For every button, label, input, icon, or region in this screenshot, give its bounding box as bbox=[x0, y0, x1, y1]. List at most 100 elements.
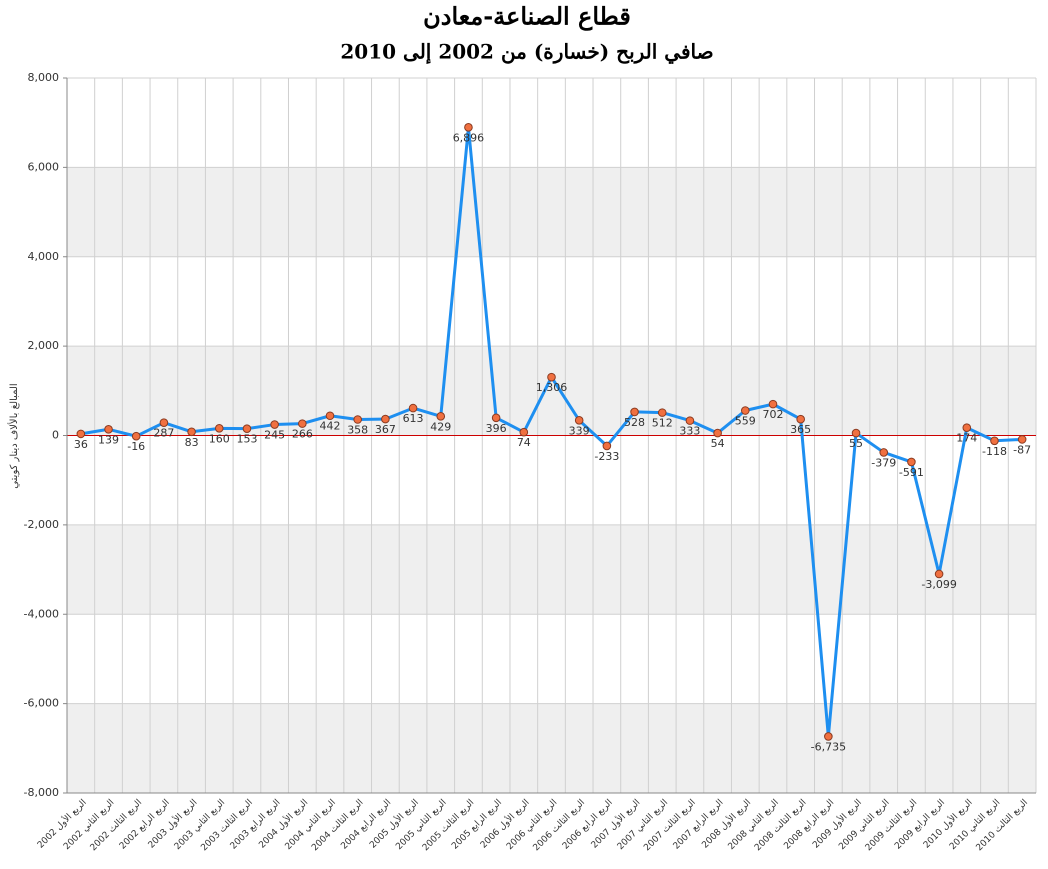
data-point bbox=[242, 424, 252, 433]
x-tick-label: الربع الأول 2009 bbox=[810, 796, 864, 850]
data-label: 55 bbox=[849, 437, 863, 450]
data-point bbox=[187, 427, 196, 437]
x-tick-label: الربع الثالث 2010 bbox=[975, 798, 1030, 853]
data-point bbox=[270, 420, 279, 429]
data-point bbox=[131, 431, 141, 441]
data-label: -379 bbox=[871, 456, 896, 469]
y-tick-label: 8,000 bbox=[28, 71, 60, 84]
data-label: 36 bbox=[74, 438, 88, 451]
data-point bbox=[990, 436, 999, 446]
data-label: -6,735 bbox=[811, 740, 846, 753]
x-tick-label: الربع الأول 2006 bbox=[477, 796, 531, 850]
data-point bbox=[574, 416, 584, 425]
y-tick-label: 0 bbox=[52, 429, 59, 442]
data-label: 396 bbox=[486, 422, 507, 435]
data-point bbox=[298, 419, 307, 428]
data-point bbox=[934, 569, 944, 579]
x-tick-label: الربع الثاني 2005 bbox=[394, 798, 448, 852]
x-tick-label: الربع الثاني 2003 bbox=[173, 798, 227, 852]
data-label: -233 bbox=[594, 450, 619, 463]
data-point bbox=[879, 448, 889, 457]
data-label: 429 bbox=[430, 420, 451, 433]
data-label: -3,099 bbox=[921, 578, 956, 591]
y-tick-label: -6,000 bbox=[24, 697, 59, 710]
data-point bbox=[436, 412, 446, 421]
x-tick-label: الربع الأول 2007 bbox=[588, 796, 642, 850]
data-label: 6,896 bbox=[453, 131, 485, 144]
data-point bbox=[325, 411, 335, 421]
data-point bbox=[491, 413, 501, 423]
data-label: 333 bbox=[679, 425, 700, 438]
y-axis-label: المبالغ بالألاف دينار كويتي bbox=[7, 383, 20, 488]
data-point bbox=[768, 399, 778, 409]
data-label: 613 bbox=[403, 412, 424, 425]
x-tick-label: الربع الأول 2008 bbox=[699, 796, 753, 850]
y-tick-label: -8,000 bbox=[24, 786, 59, 799]
y-tick-label: 2,000 bbox=[28, 339, 60, 352]
x-tick-label: الربع الرابع 2009 bbox=[893, 798, 947, 852]
data-label: 512 bbox=[652, 417, 673, 430]
data-label: 528 bbox=[624, 416, 645, 429]
chart-title: قطاع الصناعة-معادن bbox=[423, 2, 631, 32]
data-point bbox=[741, 406, 750, 415]
data-label: 365 bbox=[790, 423, 811, 436]
grid-band bbox=[67, 346, 1036, 436]
x-tick-label: الربع الثاني 2008 bbox=[727, 798, 781, 852]
data-label: 174 bbox=[956, 432, 977, 445]
x-tick-label: الربع الثاني 2009 bbox=[837, 798, 891, 852]
data-point bbox=[962, 423, 972, 433]
y-tick-label: 4,000 bbox=[28, 250, 60, 263]
data-point bbox=[907, 457, 916, 467]
grid-band bbox=[67, 703, 1036, 793]
x-tick-label: الربع الأول 2004 bbox=[256, 796, 310, 850]
data-label: 287 bbox=[153, 427, 174, 440]
x-tick-label: الربع الأول 2003 bbox=[145, 796, 199, 850]
data-label: 153 bbox=[236, 433, 257, 446]
data-label: 74 bbox=[517, 436, 531, 449]
data-point bbox=[464, 123, 473, 132]
data-label: 358 bbox=[347, 424, 368, 437]
y-tick-label: 6,000 bbox=[28, 160, 60, 173]
data-label: 367 bbox=[375, 423, 396, 436]
x-tick-label: الربع الأول 2005 bbox=[367, 796, 421, 850]
x-tick-label: الربع الثاني 2006 bbox=[505, 798, 559, 852]
data-label: 559 bbox=[735, 415, 756, 428]
data-label: -591 bbox=[899, 466, 924, 479]
y-tick-label: -4,000 bbox=[24, 607, 59, 620]
grid-band bbox=[67, 524, 1036, 615]
data-point bbox=[796, 414, 805, 424]
data-point bbox=[381, 414, 390, 424]
x-tick-label: الربع الرابع 2005 bbox=[450, 798, 504, 852]
data-point bbox=[408, 403, 418, 413]
data-label: 83 bbox=[185, 436, 199, 449]
x-tick-label: الربع الثاني 2007 bbox=[616, 798, 670, 852]
x-tick-label: الربع الرابع 2007 bbox=[672, 798, 726, 852]
data-label: 54 bbox=[711, 437, 725, 450]
data-point bbox=[1017, 435, 1027, 444]
data-label: 245 bbox=[264, 429, 285, 442]
x-tick-label: الربع الرابع 2002 bbox=[118, 798, 172, 852]
x-tick-label: الربع الأول 2002 bbox=[35, 796, 89, 850]
data-point bbox=[159, 418, 169, 427]
x-tick-label: الربع الرابع 2003 bbox=[229, 798, 283, 852]
data-point bbox=[76, 429, 86, 439]
x-tick-label: الربع الرابع 2004 bbox=[339, 798, 393, 852]
data-label: 1,306 bbox=[536, 381, 568, 394]
data-label: 442 bbox=[320, 420, 341, 433]
data-point bbox=[602, 441, 612, 451]
data-point bbox=[353, 415, 363, 424]
data-point bbox=[851, 428, 861, 438]
data-label: -87 bbox=[1013, 443, 1031, 456]
data-point bbox=[214, 424, 224, 433]
chart-subtitle: صافي الربح (خسارة) من 2002 إلى 2010 bbox=[340, 40, 713, 65]
x-tick-label: الربع الثاني 2010 bbox=[948, 798, 1002, 852]
x-tick-label: الربع الثاني 2004 bbox=[284, 798, 338, 852]
data-label: -16 bbox=[127, 440, 145, 453]
data-label: 139 bbox=[98, 433, 119, 446]
data-point bbox=[630, 407, 639, 417]
data-point bbox=[519, 427, 529, 437]
grid-band bbox=[67, 167, 1036, 257]
data-label: 266 bbox=[292, 428, 313, 441]
